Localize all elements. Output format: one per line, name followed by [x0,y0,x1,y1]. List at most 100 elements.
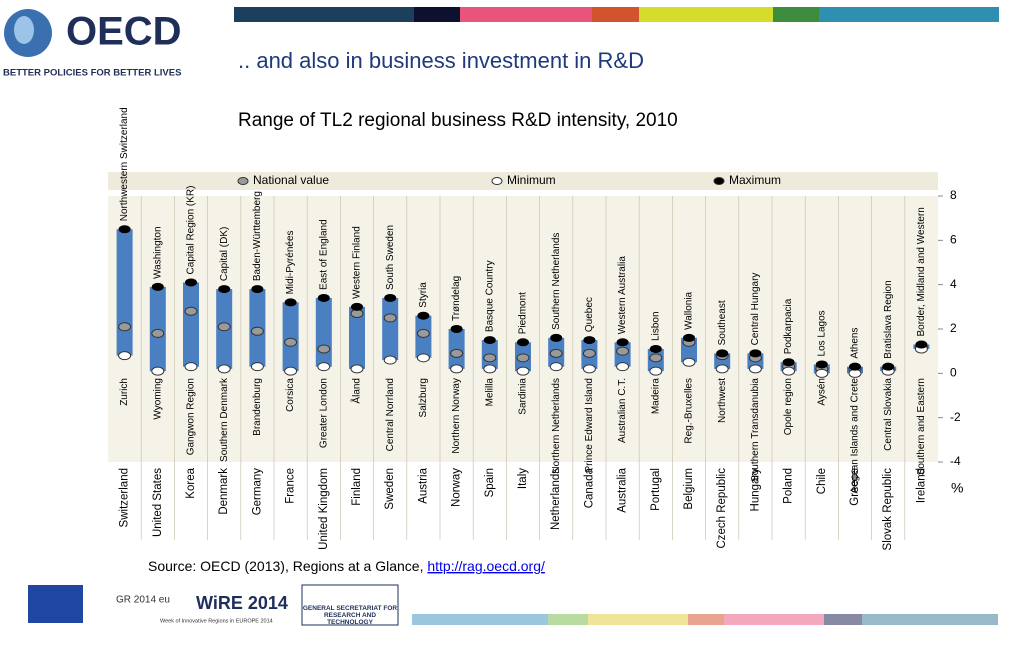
min-region-label: Northwest [717,378,728,423]
min-region-label: Aegean Islands and Crete [850,378,861,494]
source-link[interactable]: http://rag.oecd.org/ [427,558,545,574]
min-marker [616,362,630,372]
x-tick-label: Switzerland [119,468,131,527]
wire-sub: Week of Innovative Regions in EUROPE 201… [160,618,273,624]
max-region-label: Capital Region (KR) [186,186,197,275]
x-tick-label: Slovak Republic [882,468,894,551]
min-region-label: Greater London [318,378,329,448]
max-region-label: Wallonia [684,291,695,329]
min-marker [549,362,563,372]
min-marker [582,364,596,374]
max-marker [218,285,231,294]
max-region-label: East of England [318,219,329,290]
min-marker [682,357,696,367]
source-text: Source: OECD (2013), Regions at a Glance… [148,558,427,574]
range-bar [183,282,199,367]
min-region-label: Corsica [285,378,296,412]
unit-label: % [951,480,963,496]
max-marker [683,333,695,342]
min-marker [118,351,132,361]
national-marker [383,313,397,323]
wire-logo: WiRE 2014 [196,593,288,613]
x-tick-label: Poland [783,468,795,504]
max-region-label: Bratislava Region [883,280,894,358]
min-marker [317,362,331,372]
min-marker [217,364,231,374]
max-marker [118,225,131,234]
tagline: BETTER POLICIES FOR BETTER LIVES [3,68,181,79]
max-region-label: Central Hungary [750,273,761,346]
min-region-label: Melilla [484,378,495,407]
legend-label: Minimum [507,173,556,187]
x-tick-label: Korea [185,467,197,498]
footer: GR 2014 eu WiRE 2014 Week of Innovative … [28,584,998,626]
max-marker [882,362,895,371]
max-marker [284,298,297,307]
gr-logo: GR 2014 eu [116,595,170,606]
min-region-label: Australian C.T. [617,378,628,443]
max-region-label: Quebec [584,297,595,332]
max-marker [450,325,463,333]
max-marker [782,358,795,367]
national-marker [284,337,298,347]
max-region-label: Piedmont [518,292,529,334]
max-marker [749,349,762,358]
x-tick-label: Hungary [749,468,761,512]
x-tick-label: Australia [617,467,629,512]
max-region-label: Trøndelag [451,276,462,321]
max-region-label: Basque Country [484,260,495,332]
min-marker [284,366,298,376]
min-marker [450,364,464,374]
min-marker [815,368,829,378]
logo: OECD BETTER POLICIES FOR BETTER LIVES [3,9,182,79]
y-tick-label: -2 [950,410,961,424]
max-marker [815,360,828,369]
min-marker [715,364,729,374]
max-marker [649,344,662,353]
max-marker [384,293,397,302]
y-tick-label: 4 [950,277,957,291]
max-marker [616,338,629,347]
plot: -4 -2 0 2 4 6 8 National value Minimum Maximum Nor… [116,107,961,551]
y-tick-label: 6 [950,233,957,247]
top-stripe [234,7,999,22]
x-tick-label: Spain [484,468,496,497]
logo-text: OECD [66,10,182,54]
legend-marker [491,177,503,185]
y-tick-label: -4 [950,454,961,468]
max-marker [915,340,928,349]
min-region-label: Southern Denmark [219,377,230,462]
min-region-label: Gangwon Region [186,378,197,455]
min-region-label: Southern and Eastern [916,378,927,475]
plot-bg [108,196,938,462]
max-region-label: Western Australia [617,256,628,335]
y-tick-label: 8 [950,188,957,202]
min-marker [649,366,663,376]
legend-marker [237,177,249,185]
max-marker [849,362,861,371]
x-tick-label: Denmark [218,468,230,515]
min-marker [416,353,430,363]
y-tick-label: 0 [950,366,957,380]
range-bar [116,229,133,356]
national-marker [184,306,198,316]
national-marker [317,344,331,354]
max-region-label: Southeast [717,300,728,345]
max-region-label: Podkarpacia [783,298,794,354]
national-marker [416,328,430,338]
x-tick-label: Ireland [915,468,927,503]
y-tick-label: 2 [950,321,957,335]
x-tick-label: Canada [583,467,595,508]
max-marker [517,338,529,347]
min-marker [383,355,397,365]
max-marker [550,333,563,342]
min-region-label: Salzburg [418,378,429,417]
national-marker [151,328,165,338]
x-tick-label: Chile [816,468,828,494]
min-region-label: Central Slovakia [883,378,894,451]
slide-title: .. and also in business investment in R&… [238,48,644,73]
max-region-label: Southern Netherlands [551,233,562,330]
min-region-label: Madeira [650,378,661,415]
national-marker [649,353,663,363]
